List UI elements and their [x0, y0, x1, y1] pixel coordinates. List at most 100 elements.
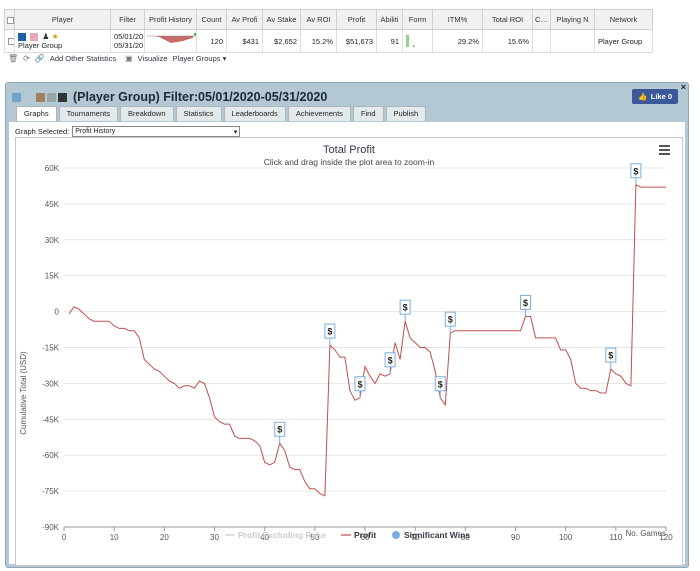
- y-tick-label: 30K: [45, 236, 60, 245]
- tab-content: Graph Selected: Profit History ▾ Total P…: [9, 122, 685, 566]
- significant-win-marker[interactable]: $: [399, 299, 411, 322]
- legend-label-profit: Profit: [354, 530, 376, 540]
- close-icon[interactable]: ×: [680, 82, 686, 92]
- legend-label-profit-excluding-rake: Profit Excluding Rake: [238, 530, 326, 540]
- chevron-down-icon: ▾: [222, 53, 227, 63]
- visualize-icon[interactable]: ▣: [125, 53, 133, 63]
- col-header-av-stake[interactable]: Av Stake: [262, 9, 301, 30]
- tab-achievements[interactable]: Achievements: [287, 106, 351, 121]
- trash-icon[interactable]: 🗑: [8, 53, 19, 63]
- significant-win-marker[interactable]: $: [444, 311, 456, 334]
- dollar-icon: $: [277, 425, 282, 435]
- profit-series-line: [68, 184, 666, 497]
- refresh-icon[interactable]: ⟳: [23, 53, 30, 63]
- x-tick-label: 70: [411, 533, 420, 542]
- graph-select-value: Profit History: [75, 128, 116, 135]
- av-roi-cell: 15.2%: [300, 29, 337, 53]
- panel-header: (Player Group) Filter:05/01/2020-05/31/2…: [12, 87, 682, 107]
- panel-title: (Player Group) Filter:05/01/2020-05/31/2…: [73, 90, 328, 104]
- significant-win-marker[interactable]: $: [274, 421, 286, 444]
- player-color-pink-icon: [30, 32, 39, 41]
- col-header-playing-now[interactable]: Playing N: [550, 9, 595, 30]
- significant-win-marker[interactable]: $: [434, 376, 446, 398]
- thumbs-up-icon: 👍: [638, 92, 648, 101]
- legend-item-profit-excluding-rake[interactable]: Profit Excluding Rake: [225, 530, 326, 540]
- legend-item-profit[interactable]: Profit: [341, 530, 376, 540]
- add-other-statistics-button[interactable]: Add Other Statistics: [49, 53, 117, 63]
- col-header-av-profit[interactable]: Av Profi: [226, 9, 263, 30]
- av-stake-cell: $2,652: [262, 29, 301, 53]
- tab-statistics[interactable]: Statistics: [175, 106, 222, 121]
- playing-now-cell: [550, 29, 595, 53]
- significant-win-marker[interactable]: $: [605, 347, 617, 370]
- profit-chart[interactable]: Total Profit Click and drag inside the p…: [15, 137, 683, 566]
- col-header-count[interactable]: Count: [196, 9, 227, 30]
- graph-selector: Graph Selected: Profit History ▾: [15, 126, 241, 137]
- color-swatch-tan-icon: [36, 92, 45, 102]
- col-header-av-roi[interactable]: Av ROI: [300, 9, 337, 30]
- significant-win-marker[interactable]: $: [354, 376, 366, 398]
- dollar-icon: $: [327, 327, 332, 337]
- x-tick-label: 30: [210, 533, 219, 542]
- network-cell: Player Group: [594, 29, 653, 53]
- dropdown-arrow-icon: ▾: [233, 128, 238, 136]
- av-profit-cell: $431: [226, 29, 263, 53]
- table-row[interactable]: ♟ ★ Player Group 05/01/20 05/31/20 120 $…: [4, 29, 653, 53]
- dollar-icon: $: [357, 379, 362, 389]
- legend-item-significant-wins[interactable]: Significant Wins: [392, 530, 470, 540]
- dollar-icon: $: [523, 298, 528, 308]
- significant-wins-markers[interactable]: $ $ $ $ $ $ $ $ $ $: [274, 163, 642, 444]
- player-color-blue-icon: [18, 32, 26, 41]
- significant-win-marker[interactable]: $: [324, 323, 336, 346]
- player-groups-label: Player Groups: [172, 53, 221, 63]
- col-header-network[interactable]: Network: [594, 9, 653, 30]
- ability-cell: 91: [376, 29, 403, 53]
- tab-leaderboards[interactable]: Leaderboards: [223, 106, 286, 121]
- facebook-like-button[interactable]: 👍 Like 0: [632, 89, 678, 104]
- y-tick-label: 15K: [45, 272, 60, 281]
- player-stats-grid: Player Filter Profit History Count Av Pr…: [4, 9, 653, 53]
- row-checkbox[interactable]: [4, 29, 15, 53]
- tab-find[interactable]: Find: [352, 106, 384, 121]
- col-header-profit-history[interactable]: Profit History: [144, 9, 197, 30]
- chart-menu-icon[interactable]: [659, 145, 670, 155]
- col-header-itm[interactable]: ITM%: [432, 9, 483, 30]
- filter-cell: 05/01/20 05/31/20: [110, 29, 145, 53]
- significant-win-flag: [605, 347, 617, 363]
- significant-win-flag: [630, 163, 642, 179]
- col-header-form[interactable]: Form: [402, 9, 433, 30]
- y-tick-label: -15K: [42, 344, 60, 353]
- significant-win-marker[interactable]: $: [384, 352, 396, 374]
- color-swatch-gray-icon: [47, 92, 56, 102]
- col-header-player[interactable]: Player: [14, 9, 111, 30]
- grid-toolbar: 🗑 ⟳ 🔗 Add Other Statistics ▣ Visualize P…: [8, 51, 226, 65]
- player-groups-dropdown[interactable]: Player Groups ▾: [173, 54, 227, 63]
- select-all-checkbox[interactable]: [4, 9, 15, 30]
- dollar-icon: $: [608, 351, 613, 361]
- x-tick-label: 20: [160, 533, 169, 542]
- chart-svg[interactable]: Total Profit Click and drag inside the p…: [16, 138, 682, 565]
- y-tick-label: -90K: [42, 523, 60, 532]
- col-header-ctry[interactable]: Ctry: [532, 9, 551, 30]
- tab-breakdown[interactable]: Breakdown: [119, 106, 174, 121]
- graph-select[interactable]: Profit History ▾: [72, 126, 241, 137]
- player-cell[interactable]: ♟ ★ Player Group: [14, 29, 111, 53]
- chart-axes: -90K -75K -60K -45K -30K -15K 0 15K 30K 45K 60K 0 10…: [42, 164, 673, 542]
- tab-publish[interactable]: Publish: [385, 106, 427, 121]
- col-header-profit[interactable]: Profit: [336, 9, 377, 30]
- link-icon[interactable]: 🔗: [34, 53, 45, 63]
- visualize-button[interactable]: Visualize: [137, 53, 168, 63]
- tab-tournaments[interactable]: Tournaments: [58, 106, 118, 121]
- significant-win-marker[interactable]: $: [520, 294, 532, 317]
- col-header-filter[interactable]: Filter: [110, 9, 145, 30]
- significant-win-marker[interactable]: $: [630, 163, 642, 185]
- col-header-total-roi[interactable]: Total ROI: [482, 9, 533, 30]
- col-header-ability[interactable]: Abiliti: [376, 9, 403, 30]
- x-tick-label: 80: [461, 533, 470, 542]
- player-name[interactable]: Player Group: [18, 40, 63, 50]
- tab-graphs[interactable]: Graphs: [16, 106, 57, 121]
- y-axis-label: Cumulative Total (USD): [19, 351, 28, 435]
- legend-dot-significant-wins: [392, 531, 400, 539]
- x-tick-label: 100: [559, 533, 573, 542]
- x-tick-label: 110: [609, 533, 622, 542]
